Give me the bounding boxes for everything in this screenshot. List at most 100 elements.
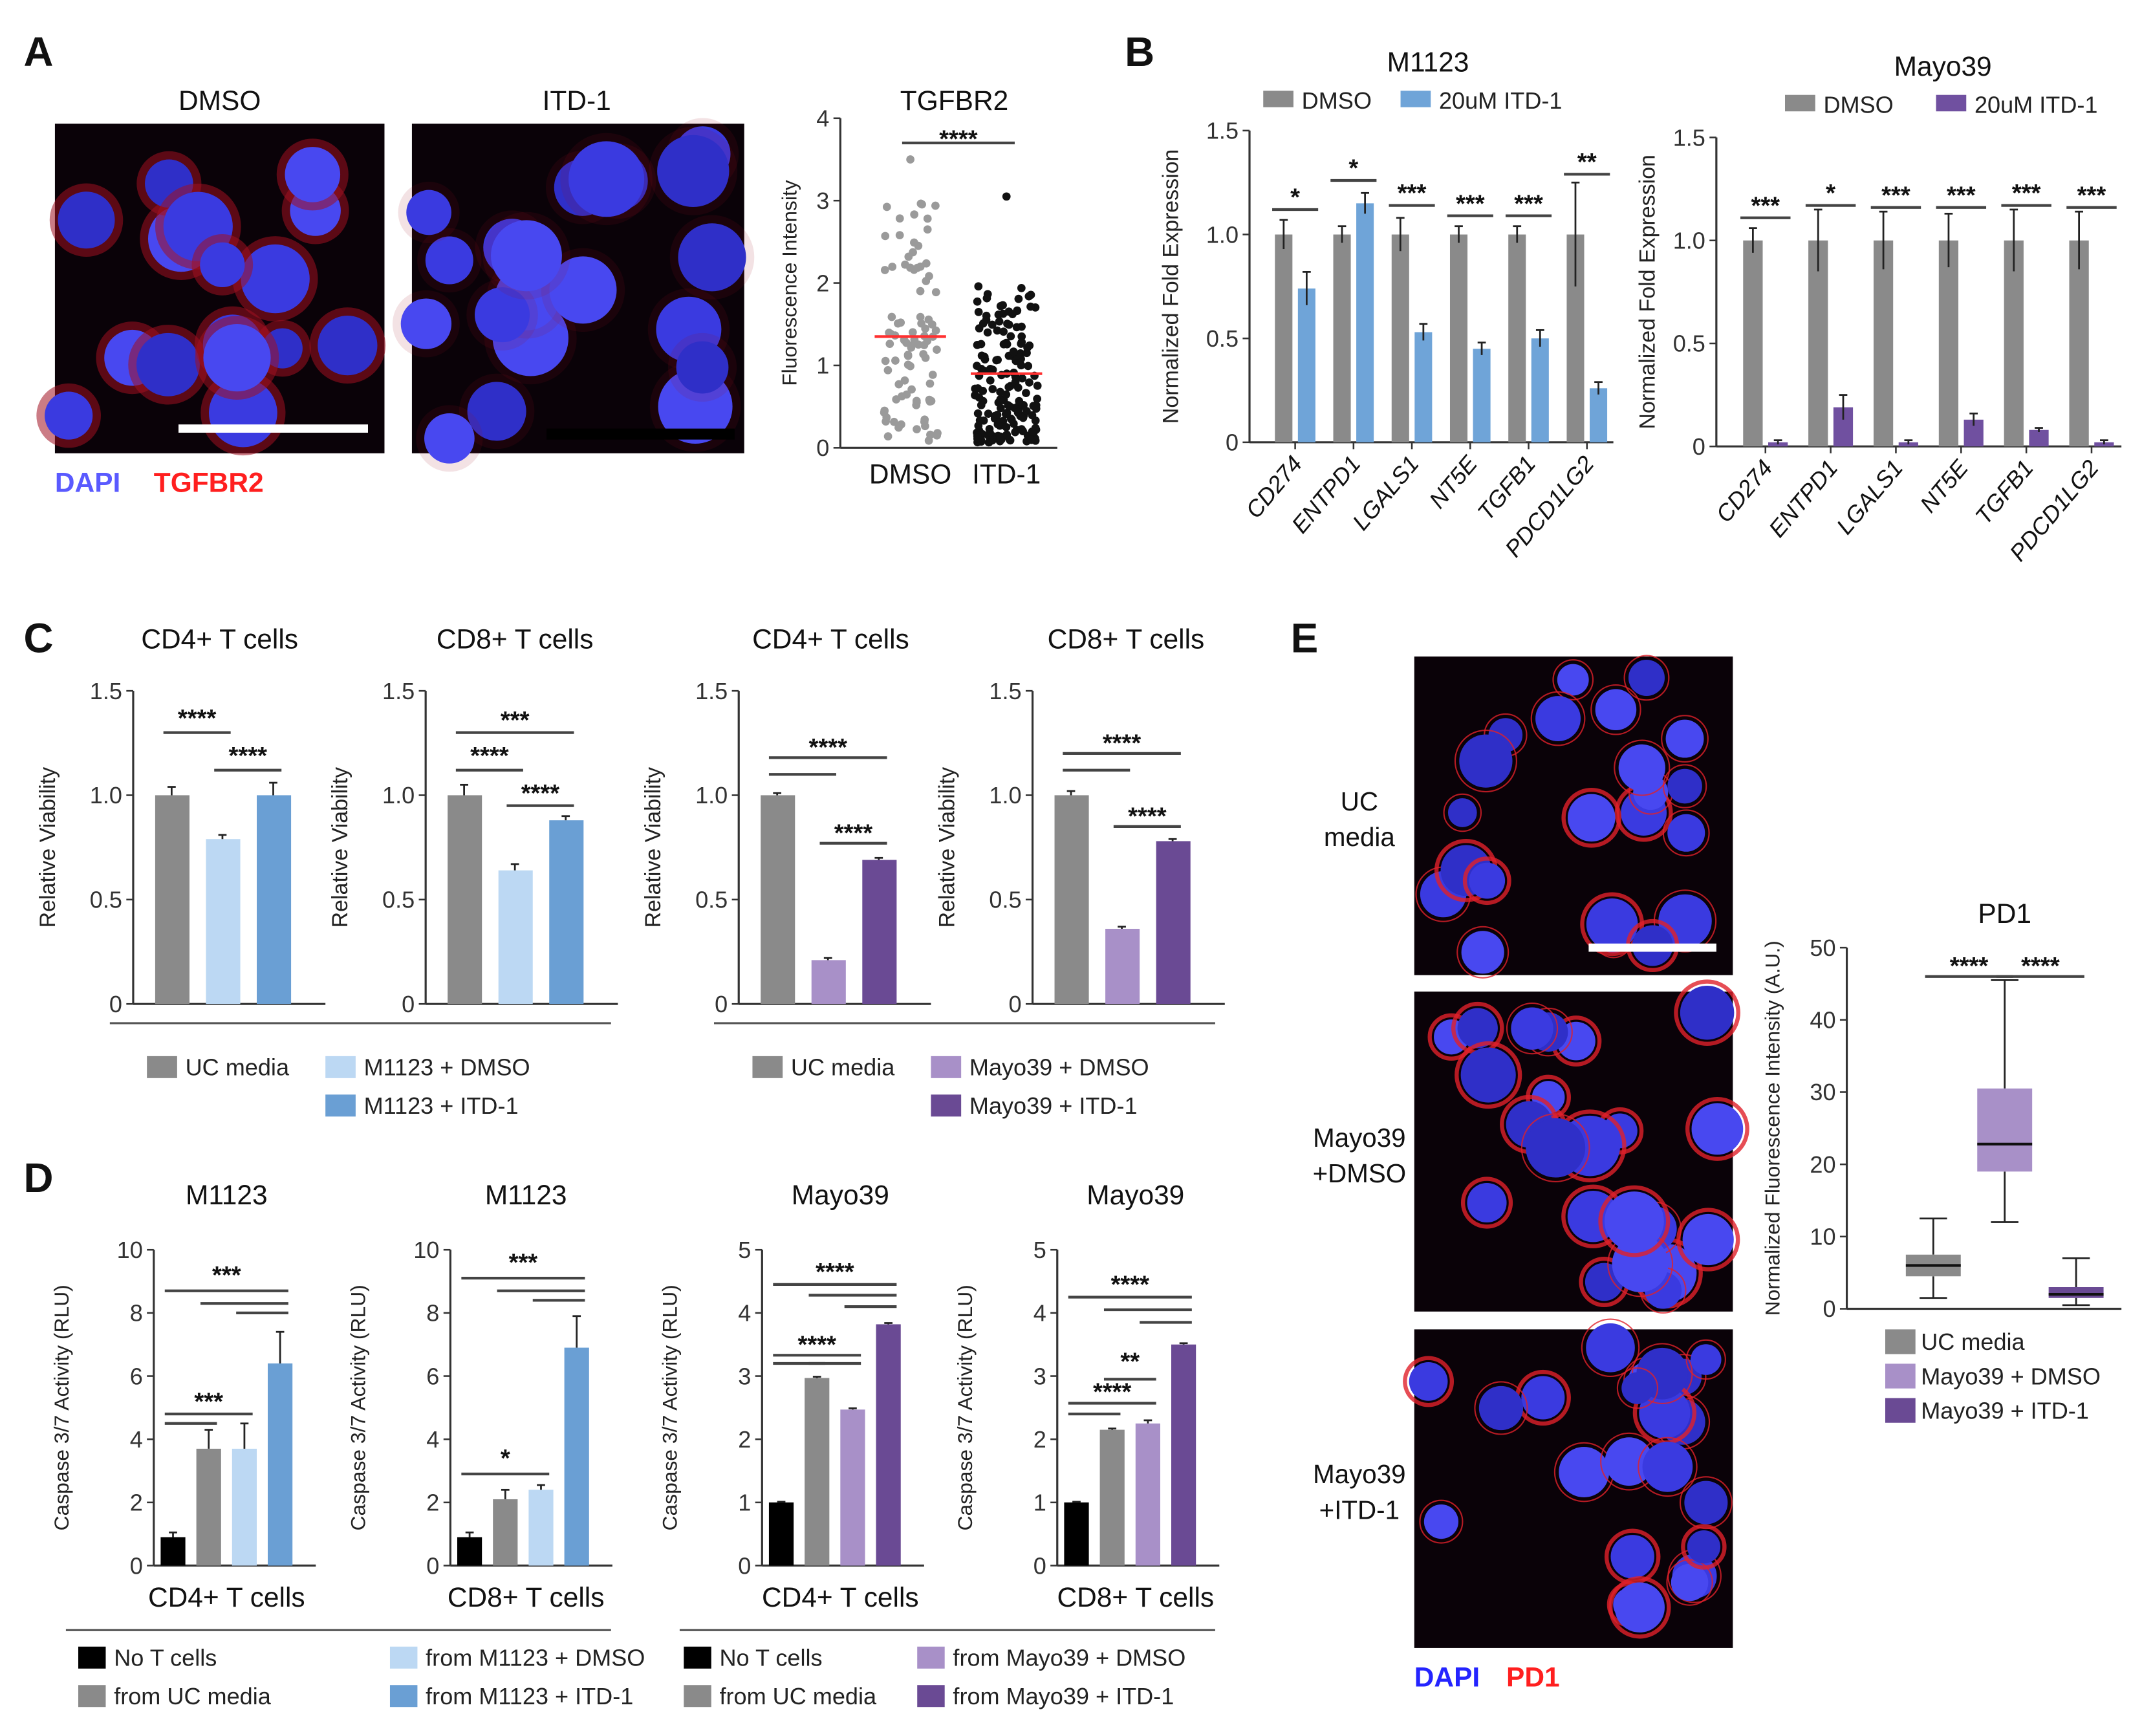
panel-label-b: B: [1125, 29, 1154, 75]
data-point: [988, 385, 997, 393]
nucleus: [1447, 798, 1477, 827]
y-tick-label: 1.0: [695, 782, 728, 808]
data-point: [996, 404, 1005, 413]
legend-label: Mayo39 + DMSO: [969, 1054, 1149, 1081]
panel-label-c: C: [23, 616, 53, 662]
bar: [196, 1448, 221, 1566]
bar: [761, 795, 795, 1004]
box: [1977, 1088, 2033, 1172]
x-axis-label: CD8+ T cells: [448, 1582, 605, 1612]
data-point: [1032, 401, 1041, 410]
membrane-stain: [1454, 730, 1517, 793]
significance-label: ***: [212, 1261, 241, 1289]
x-tick-label: TGFB1: [1970, 455, 2039, 529]
y-axis-label: Caspase 3/7 Activity (RLU): [50, 1285, 73, 1530]
data-point: [973, 433, 982, 442]
x-tick-label: DMSO: [869, 459, 951, 490]
legend-label: DMSO: [1302, 87, 1372, 114]
data-point: [1008, 310, 1017, 318]
legend-swatch: [1400, 91, 1431, 107]
nucleus: [200, 242, 245, 288]
data-point: [881, 356, 890, 365]
y-tick-label: 30: [1810, 1079, 1835, 1105]
nucleus: [678, 223, 746, 292]
data-point: [924, 315, 933, 324]
data-point: [999, 301, 1007, 310]
y-tick-label: 0: [715, 991, 728, 1017]
y-tick-label: 2: [130, 1490, 143, 1516]
legend-label: UC media: [791, 1054, 895, 1081]
nucleus: [491, 220, 562, 292]
bar: [498, 870, 533, 1004]
significance-label: ***: [2012, 179, 2041, 207]
legend-swatch: [1885, 1398, 1916, 1423]
y-tick-label: 0: [738, 1552, 751, 1579]
chart-title: PD1: [1978, 898, 2031, 929]
bar: [811, 960, 846, 1004]
significance-label: ****: [816, 1258, 854, 1286]
bar: [1531, 338, 1549, 442]
bar: [1873, 240, 1894, 447]
nucleus: [1559, 1447, 1610, 1497]
significance-label: *: [1348, 155, 1358, 182]
legend-swatch: [917, 1685, 945, 1708]
data-point: [973, 409, 982, 418]
legend-swatch: [1936, 94, 1967, 112]
data-point: [931, 201, 940, 210]
data-point: [985, 438, 993, 447]
y-tick-label: 0.5: [1206, 325, 1239, 352]
x-tick-label: LGALS1: [1831, 455, 1908, 539]
bar: [1064, 1502, 1089, 1566]
bar: [1414, 332, 1433, 442]
data-point: [925, 397, 935, 406]
bar: [1473, 349, 1491, 442]
nucleus: [1469, 862, 1506, 899]
stain-label-dapi: DAPI: [55, 467, 120, 497]
y-tick-label: 1.5: [1206, 118, 1239, 144]
nucleus: [1409, 1362, 1448, 1401]
nucleus: [1557, 664, 1589, 696]
data-point: [912, 398, 921, 407]
data-point: [890, 417, 898, 426]
bar: [232, 1448, 257, 1566]
y-tick-label: 4: [1033, 1300, 1046, 1327]
data-point: [882, 417, 891, 426]
image-mayo39-itd1: [1403, 1318, 1733, 1648]
legend-swatch: [325, 1094, 356, 1117]
y-axis-label: Relative Viability: [935, 767, 960, 928]
data-point: [986, 428, 994, 437]
legend-label: UC media: [186, 1054, 290, 1081]
membrane-stain: [1685, 1339, 1726, 1380]
image-label: +DMSO: [1313, 1158, 1407, 1188]
data-point: [993, 326, 1002, 335]
image-label: UC: [1341, 787, 1378, 816]
y-tick-label: 1.0: [90, 782, 122, 808]
nucleus: [1610, 1535, 1654, 1579]
bar: [1508, 234, 1526, 442]
data-point: [895, 231, 904, 239]
nucleus: [1423, 1504, 1459, 1539]
membrane-stain: [1460, 1177, 1513, 1229]
y-axis-label: Caspase 3/7 Activity (RLU): [347, 1285, 370, 1530]
data-point: [883, 365, 893, 374]
y-tick-label: 1.0: [1206, 221, 1239, 248]
data-point: [1014, 294, 1023, 303]
data-point: [903, 351, 913, 360]
nucleus: [1478, 1385, 1524, 1431]
significance-label: **: [1577, 148, 1597, 176]
y-tick-label: 2: [426, 1490, 439, 1516]
data-point: [881, 232, 890, 241]
data-point: [982, 311, 991, 320]
legend-swatch: [78, 1646, 106, 1669]
membrane-stain: [1530, 691, 1586, 746]
y-tick-label: 20: [1810, 1151, 1835, 1178]
y-tick-label: 0: [130, 1552, 143, 1579]
scale-bar: [1588, 943, 1716, 952]
y-tick-label: 0: [109, 991, 122, 1017]
nucleus: [1586, 898, 1638, 950]
nucleus: [1521, 1376, 1565, 1420]
nucleus: [474, 287, 530, 343]
significance-label: ****: [1111, 1271, 1150, 1299]
legend-label: 20uM ITD-1: [1974, 91, 2097, 118]
y-tick-label: 1: [816, 353, 829, 379]
